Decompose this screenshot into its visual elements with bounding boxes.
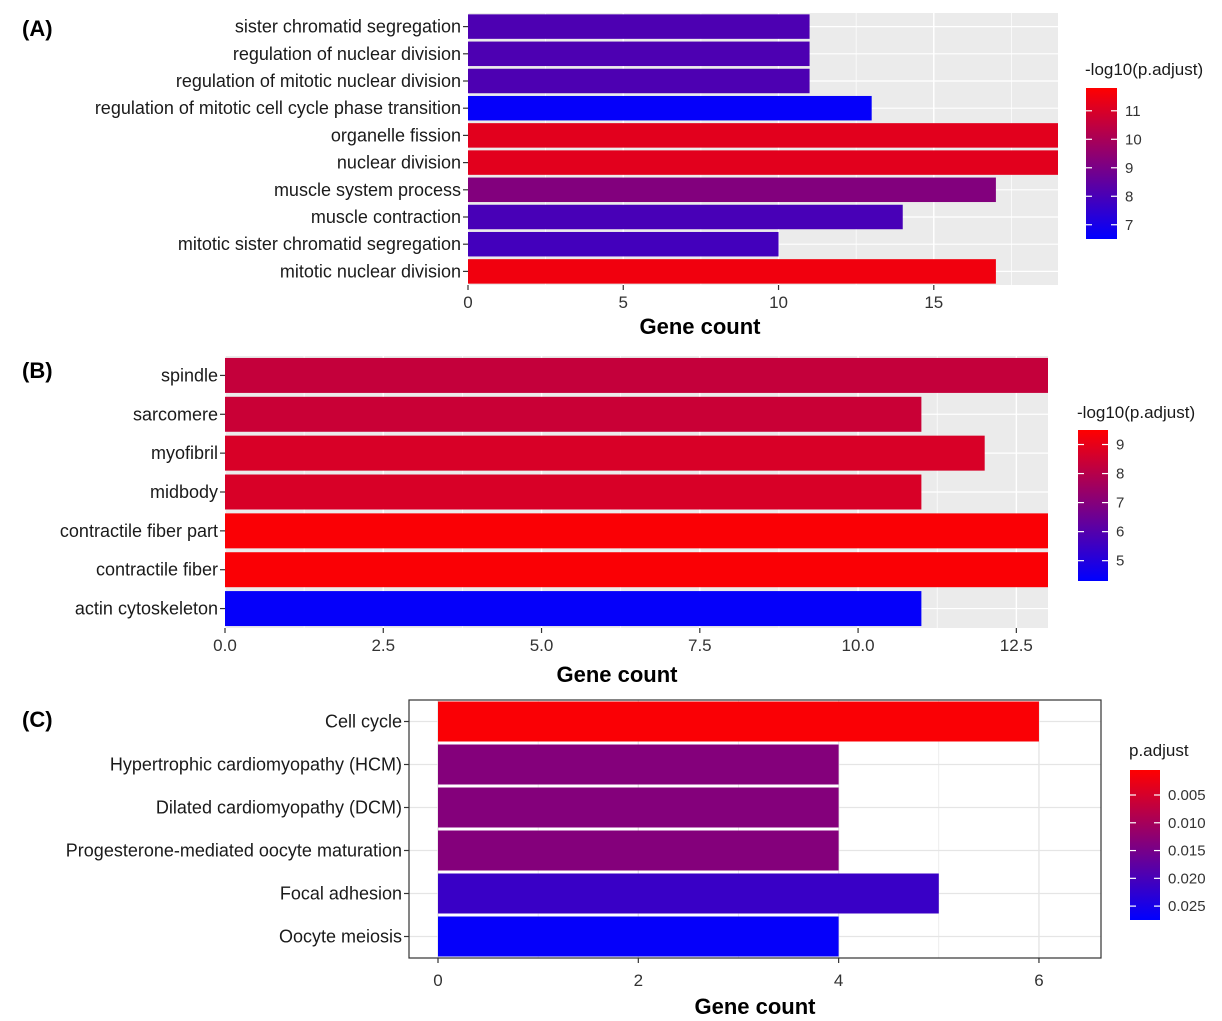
plot-frame <box>408 699 1102 959</box>
legend-tick-label: 7 <box>1116 495 1124 512</box>
legend-tick-label: 5 <box>1116 553 1124 570</box>
legend: -log10(p.adjust) 5 6 7 8 9 <box>1077 403 1195 581</box>
bar <box>468 259 996 284</box>
bar <box>225 357 1048 393</box>
legend: -log10(p.adjust) 7 8 9 10 11 <box>1085 60 1203 239</box>
category-label: Dilated cardiomyopathy (DCM) <box>156 798 402 818</box>
x-tick-label: 10.0 <box>842 636 875 655</box>
category-label: sister chromatid segregation <box>235 17 461 37</box>
category-label: regulation of nuclear division <box>233 44 461 64</box>
panel-label: (C) <box>22 707 53 732</box>
bar <box>225 591 922 627</box>
bar <box>225 435 985 471</box>
category-label: myofibril <box>151 443 218 463</box>
x-tick-label: 2.5 <box>371 636 395 655</box>
category-label: contractile fiber part <box>60 521 218 541</box>
bar <box>225 474 922 510</box>
x-tick-label: 7.5 <box>688 636 712 655</box>
category-label: regulation of mitotic cell cycle phase t… <box>95 98 461 118</box>
bar <box>438 916 839 957</box>
legend: p.adjust 0.005 0.010 0.015 0.020 0.025 <box>1129 741 1206 920</box>
panel-3: Cell cycle Hypertrophic cardiomyopathy (H… <box>22 699 1206 1019</box>
x-axis-title: Gene count <box>639 314 761 339</box>
legend-title: -log10(p.adjust) <box>1085 60 1203 79</box>
legend-tick-label: 9 <box>1125 160 1133 177</box>
panel-1: sister chromatid segregation regulation o… <box>22 13 1203 339</box>
x-tick-label: 10 <box>769 293 788 312</box>
legend-tick-label: 7 <box>1125 217 1133 234</box>
category-label: organelle fission <box>331 125 461 145</box>
bar <box>468 41 810 67</box>
bar <box>225 396 922 432</box>
x-axis-title: Gene count <box>556 662 678 687</box>
bar <box>468 14 810 39</box>
category-label: mitotic sister chromatid segregation <box>178 234 461 254</box>
bar <box>468 150 1058 175</box>
legend-tick-label: 8 <box>1125 188 1133 205</box>
legend-tick-label: 9 <box>1116 437 1124 454</box>
bar <box>438 744 839 785</box>
category-label: midbody <box>150 482 218 502</box>
legend-colorbar <box>1078 430 1108 581</box>
bar <box>438 701 1039 742</box>
bar <box>438 830 839 871</box>
category-label: muscle system process <box>274 180 461 200</box>
panel-2: spindle sarcomere myofibril midbody contract… <box>22 356 1195 687</box>
category-label: muscle contraction <box>311 207 461 227</box>
x-axis-title: Gene count <box>694 994 816 1016</box>
legend-tick-label: 0.015 <box>1168 843 1206 860</box>
legend-tick-label: 10 <box>1125 131 1142 148</box>
x-tick-label: 4 <box>834 971 843 990</box>
panel-label: (B) <box>22 358 53 383</box>
panel-label: (A) <box>22 16 53 41</box>
bar <box>225 552 1048 588</box>
bar <box>468 231 779 257</box>
category-label: Focal adhesion <box>280 884 402 904</box>
category-label: regulation of mitotic nuclear division <box>176 71 461 91</box>
category-label: sarcomere <box>133 404 218 424</box>
category-label: Cell cycle <box>325 712 402 732</box>
x-tick-label: 12.5 <box>1000 636 1033 655</box>
legend-colorbar <box>1130 770 1160 920</box>
legend-tick-label: 11 <box>1125 103 1141 120</box>
bar <box>468 123 1058 148</box>
category-label: Hypertrophic cardiomyopathy (HCM) <box>110 755 402 775</box>
category-label: contractile fiber <box>96 560 218 580</box>
bar <box>468 177 996 203</box>
category-label: Progesterone-mediated oocyte maturation <box>66 841 402 861</box>
category-label: mitotic nuclear division <box>280 261 461 281</box>
x-tick-label: 6 <box>1034 971 1043 990</box>
legend-title: -log10(p.adjust) <box>1077 403 1195 422</box>
legend-colorbar <box>1086 88 1117 239</box>
category-label: spindle <box>161 365 218 385</box>
legend-tick-label: 0.005 <box>1168 787 1206 804</box>
bar <box>468 204 903 230</box>
legend-tick-label: 0.010 <box>1168 815 1206 832</box>
bar <box>438 787 839 828</box>
x-tick-label: 0.0 <box>213 636 237 655</box>
bar <box>225 513 1048 549</box>
legend-tick-label: 6 <box>1116 524 1124 541</box>
x-tick-label: 0 <box>433 971 442 990</box>
category-label: nuclear division <box>337 153 461 173</box>
legend-tick-label: 8 <box>1116 466 1124 483</box>
bar <box>468 95 872 121</box>
legend-tick-label: 0.025 <box>1168 898 1206 915</box>
legend-tick-label: 0.020 <box>1168 870 1206 887</box>
x-tick-label: 5 <box>619 293 628 312</box>
x-tick-label: 5.0 <box>530 636 554 655</box>
category-label: actin cytoskeleton <box>75 599 218 619</box>
plot-background <box>409 700 1101 958</box>
x-tick-label: 2 <box>634 971 643 990</box>
x-tick-label: 15 <box>924 293 943 312</box>
bar <box>438 873 939 914</box>
legend-title: p.adjust <box>1129 741 1189 760</box>
bar <box>468 68 810 94</box>
x-tick-label: 0 <box>463 293 472 312</box>
category-label: Oocyte meiosis <box>279 927 402 947</box>
